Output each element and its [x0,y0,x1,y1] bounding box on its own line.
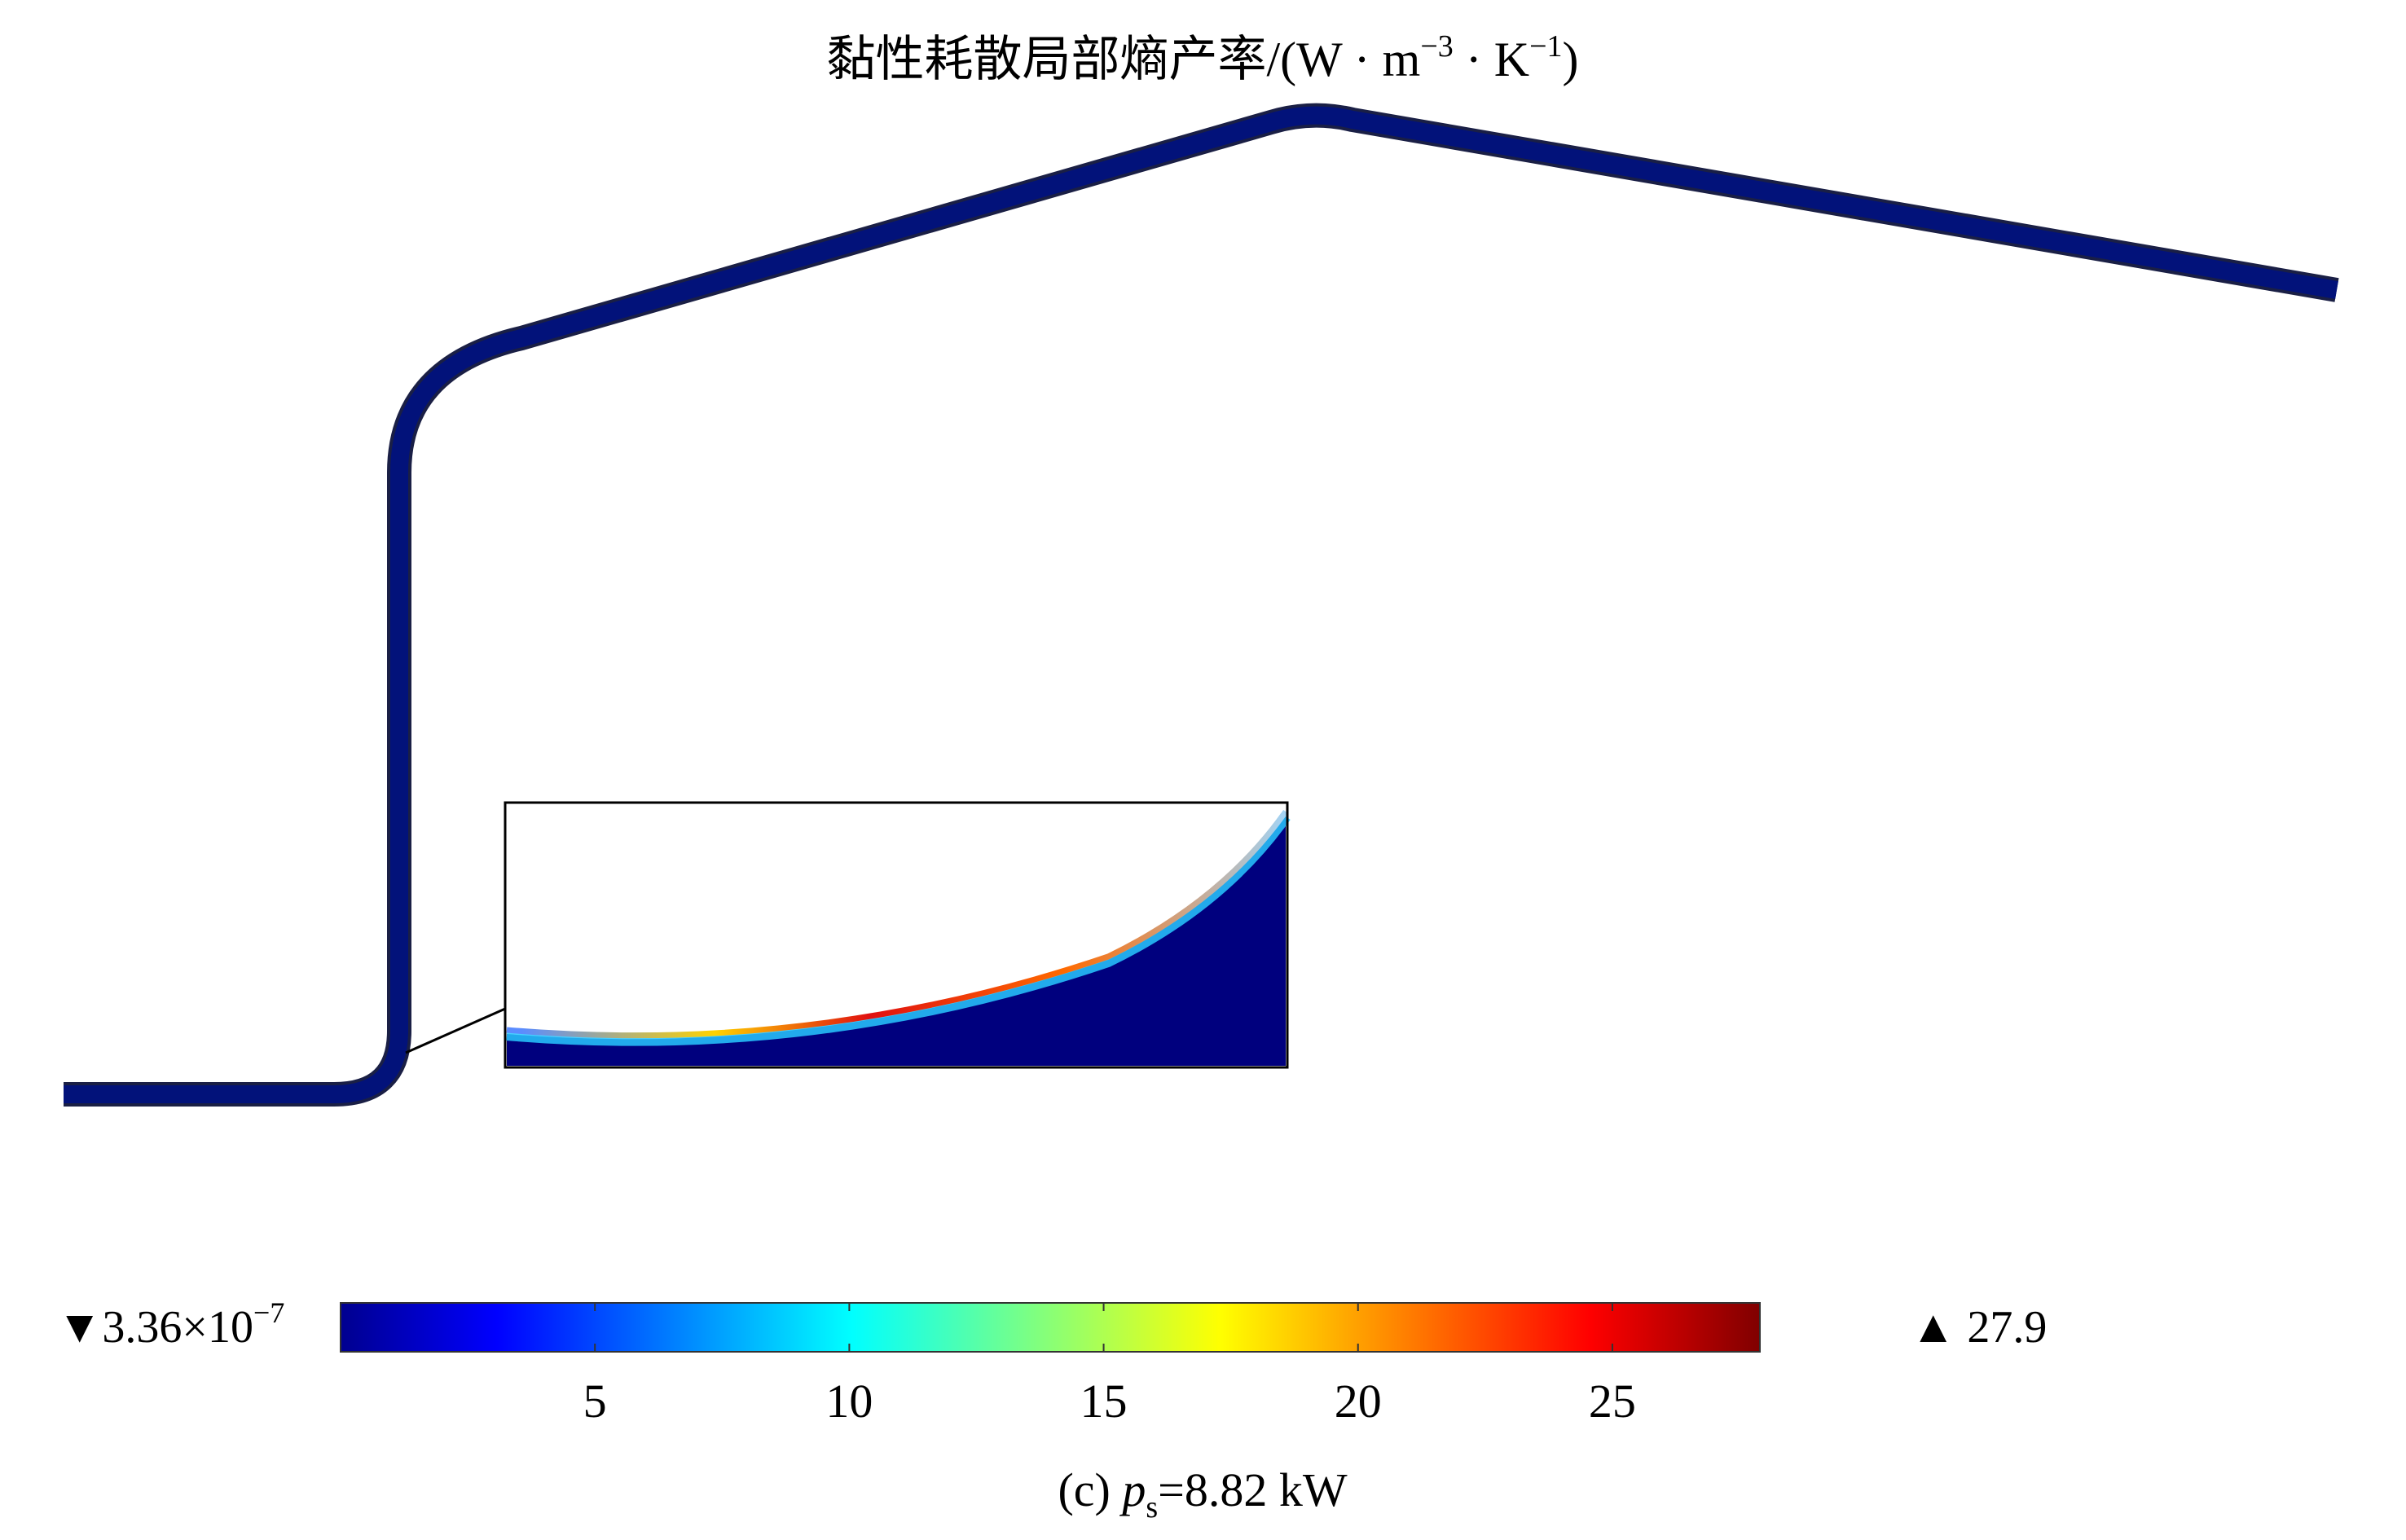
title-unit-k: · K [1454,33,1529,86]
colorbar-min-label: ▼3.36×10−7 [57,1296,284,1353]
colorbar-min-exponent: −7 [253,1296,284,1329]
figure-title: 黏性耗散局部熵产率/(W · m−3 · K−1) [826,29,1578,86]
inset-frame [504,801,1289,1069]
caption-prefix: (c) [1058,1463,1122,1516]
caption-value: =8.82 kW [1158,1463,1348,1516]
colorbar-tick-label: 15 [1080,1375,1128,1428]
title-main: 黏性耗散局部熵产率/(W · m [826,33,1420,86]
colorbar-max-label: ▲ 27.9 [1911,1302,2047,1353]
colorbar-tick-label: 20 [1335,1375,1382,1428]
inset-fluid-region [507,815,1286,1066]
channel-fill [64,106,2338,1103]
inset-leader-line [405,1007,506,1054]
colorbar-ticks: 5 10 15 20 25 [583,1303,1636,1428]
title-close: ) [1563,33,1579,86]
colorbar-tick-label: 5 [583,1375,607,1428]
inset-zoom [504,801,1291,1069]
caption-variable: p [1119,1463,1146,1516]
colorbar-min-value: ▼3.36×10 [57,1302,253,1353]
title-exponent-1: −3 [1420,29,1453,64]
figure-caption: (c) ps=8.82 kW [1058,1463,1347,1525]
caption-subscript: s [1146,1490,1158,1525]
title-exponent-2: −1 [1529,29,1562,64]
colorbar-tick-label: 10 [825,1375,873,1428]
colorbar-gradient-bar [340,1302,1761,1353]
colorbar-tick-label: 25 [1589,1375,1636,1428]
colorbar: 5 10 15 20 25 ▼3.36×10−7 ▲ 27.9 [57,1296,2047,1428]
inset-wall-boundary-layer [506,809,1288,1039]
inset-cyan-layer [506,812,1291,1046]
